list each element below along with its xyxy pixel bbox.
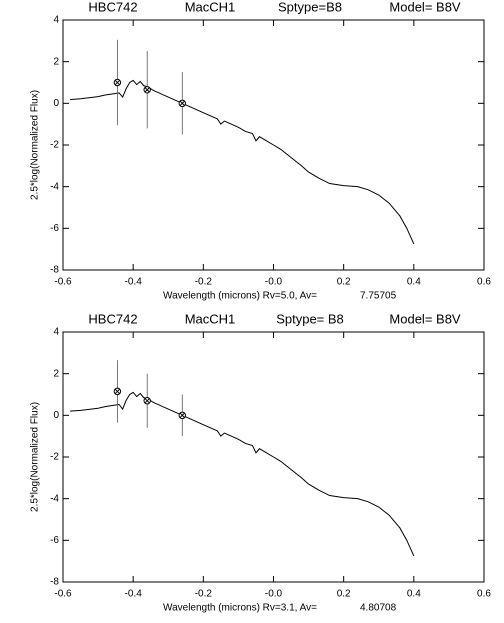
point-cross — [114, 388, 121, 395]
observation-point — [113, 387, 122, 396]
observation-point — [178, 99, 186, 108]
point-cross — [114, 79, 121, 86]
x-tick-label: -0.0 — [265, 277, 283, 288]
observation-point — [143, 397, 151, 405]
panel-title: MacCH1 — [185, 0, 236, 14]
observation-point — [178, 411, 186, 420]
x-axis-label: Wavelength (microns) Rv=3.1, Av= — [163, 603, 317, 614]
panel-title: Sptype= B8 — [276, 311, 344, 326]
y-tick-label: 2 — [53, 56, 59, 67]
model-curve — [69, 391, 415, 557]
y-tick-label: -2 — [50, 140, 59, 151]
panel-title: HBC742 — [88, 0, 137, 14]
x-tick-label: -0.0 — [265, 589, 283, 600]
observation-point — [143, 86, 151, 94]
y-tick-label: 0 — [53, 98, 59, 109]
y-tick-label: -6 — [50, 223, 59, 234]
y-tick-label: -4 — [50, 493, 59, 504]
x-tick-label: -0.2 — [195, 277, 213, 288]
point-cross — [179, 412, 185, 418]
point-cross — [144, 398, 150, 404]
x-tick-label: -0.6 — [54, 589, 72, 600]
y-tick-label: -8 — [50, 577, 59, 588]
x-tick-label: -0.2 — [195, 589, 213, 600]
x-tick-label: 0.4 — [407, 277, 421, 288]
point-cross — [179, 100, 185, 106]
observation-point — [113, 78, 122, 87]
point-cross — [144, 87, 150, 93]
x-tick-label: -0.4 — [125, 277, 143, 288]
y-tick-label: -6 — [50, 535, 59, 546]
y-tick-label: 2 — [53, 368, 59, 379]
panel-title: Model= B8V — [389, 311, 461, 326]
x-tick-label: -0.4 — [125, 589, 143, 600]
y-tick-label: -8 — [50, 265, 59, 276]
y-axis-label: 2.5*log(Normalized Flux) — [30, 90, 41, 200]
y-tick-label: -4 — [50, 181, 59, 192]
panel-title: Sptype=B8 — [278, 0, 342, 14]
x-tick-label: 0.2 — [337, 277, 351, 288]
x-tick-label: 0.6 — [477, 277, 491, 288]
x-axis-label: Wavelength (microns) Rv=5.0, Av= — [163, 291, 317, 302]
av-value: 4.80708 — [360, 603, 397, 614]
panel-title: MacCH1 — [185, 311, 236, 326]
model-curve — [69, 79, 415, 245]
x-tick-label: 0.6 — [477, 589, 491, 600]
x-tick-label: 0.2 — [337, 589, 351, 600]
y-tick-label: 0 — [53, 410, 59, 421]
y-tick-label: 4 — [53, 327, 59, 338]
av-value: 7.75705 — [360, 291, 397, 302]
x-tick-label: 0.4 — [407, 589, 421, 600]
x-tick-label: -0.6 — [54, 277, 72, 288]
y-axis-label: 2.5*log(Normalized Flux) — [30, 402, 41, 512]
y-tick-label: 4 — [53, 15, 59, 26]
y-tick-label: -2 — [50, 452, 59, 463]
panel-title: Model= B8V — [389, 0, 461, 14]
panel-title: HBC742 — [88, 311, 137, 326]
